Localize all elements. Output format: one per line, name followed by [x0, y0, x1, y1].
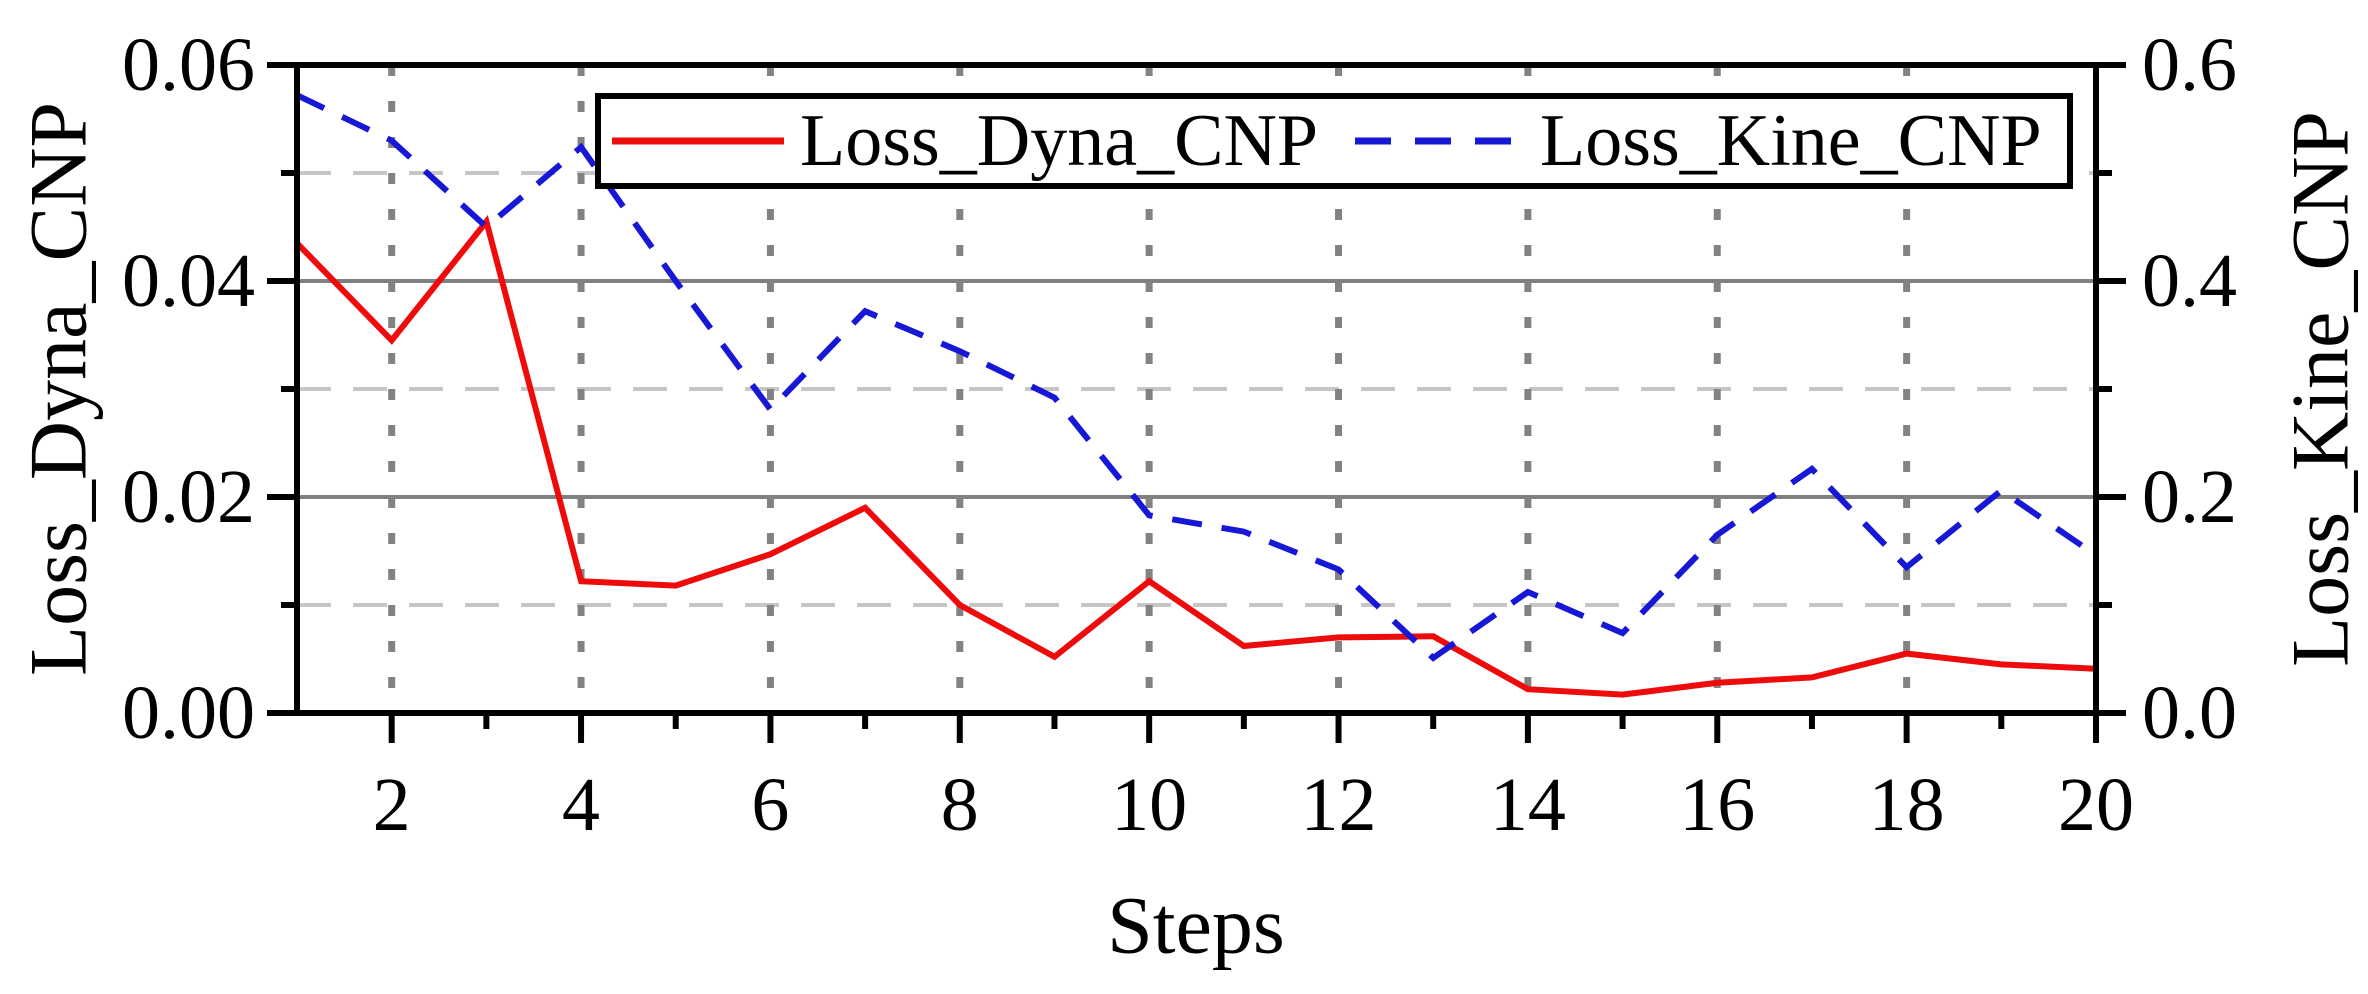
right-tick-label: 0.4: [2142, 239, 2237, 323]
x-tick-label: 4: [562, 763, 600, 847]
legend-label-kine: Loss_Kine_CNP: [1540, 100, 2042, 182]
x-tick-label: 8: [941, 763, 979, 847]
right-y-axis-title: Loss_Kine_CNP: [2275, 111, 2366, 667]
x-tick-label: 14: [1490, 763, 1566, 847]
axis-titles: Steps Loss_Dyna_CNP Loss_Kine_CNP: [13, 102, 2366, 971]
x-tick-label: 12: [1301, 763, 1377, 847]
x-axis-title: Steps: [1107, 880, 1285, 971]
left-tick-label: 0.06: [122, 23, 255, 107]
x-tick-label: 6: [751, 763, 789, 847]
x-tick-label: 2: [373, 763, 411, 847]
x-tick-label: 10: [1111, 763, 1187, 847]
x-tick-label: 16: [1679, 763, 1755, 847]
left-tick-label: 0.02: [122, 455, 255, 539]
tick-labels: 0.00 0.02 0.04 0.06 0.0 0.2 0.4 0.6 2 4 6 8 10 12 14 16…: [122, 23, 2237, 847]
left-y-axis-title: Loss_Dyna_CNP: [13, 102, 104, 676]
series-line-loss_kine_cnp: [295, 92, 2098, 662]
right-tick-label: 0.0: [2142, 671, 2237, 755]
legend: Loss_Dyna_CNP Loss_Kine_CNP: [595, 93, 2073, 189]
series-lines: [294, 92, 2098, 698]
legend-label-dyna: Loss_Dyna_CNP: [800, 100, 1318, 182]
left-tick-label: 0.04: [122, 239, 255, 323]
right-tick-label: 0.6: [2142, 23, 2237, 107]
x-tick-label: 20: [2058, 763, 2134, 847]
legend-box: [595, 93, 2073, 189]
series-line-loss_dyna_cnp: [294, 215, 2097, 698]
x-tick-label: 18: [1869, 763, 1945, 847]
left-tick-label: 0.00: [122, 671, 255, 755]
right-tick-label: 0.2: [2142, 455, 2237, 539]
axes-frame-and-ticks: [267, 62, 2126, 743]
